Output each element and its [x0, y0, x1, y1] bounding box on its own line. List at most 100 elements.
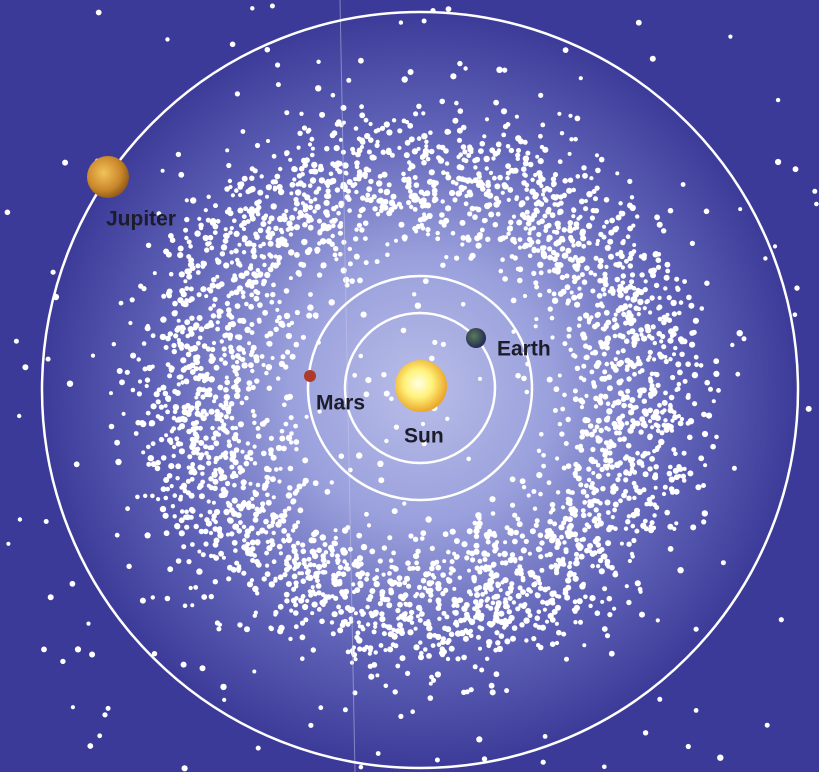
asteroid: [212, 399, 217, 404]
asteroid: [338, 200, 345, 207]
asteroid: [668, 404, 673, 409]
asteroid: [475, 242, 482, 249]
asteroid: [629, 272, 636, 278]
asteroid: [571, 243, 576, 248]
asteroid: [283, 242, 289, 248]
asteroid: [178, 530, 185, 537]
asteroid: [212, 296, 218, 302]
asteroid: [289, 431, 294, 436]
asteroid: [536, 179, 543, 186]
asteroid: [200, 264, 206, 269]
asteroid: [209, 444, 215, 451]
asteroid: [641, 398, 647, 404]
asteroid: [312, 591, 318, 597]
asteroid: [168, 440, 174, 446]
asteroid: [420, 203, 425, 209]
asteroid: [668, 357, 673, 362]
asteroid: [311, 531, 318, 538]
asteroid: [223, 227, 228, 232]
asteroid: [244, 532, 250, 539]
asteroid: [427, 598, 433, 603]
asteroid: [275, 307, 280, 312]
asteroid: [17, 413, 22, 419]
asteroid: [627, 202, 633, 209]
asteroid: [255, 433, 262, 440]
asteroid: [635, 214, 640, 219]
asteroid: [535, 209, 540, 214]
asteroid: [582, 172, 588, 179]
asteroid: [425, 232, 431, 237]
asteroid: [221, 555, 226, 560]
asteroid: [473, 533, 480, 540]
asteroid: [377, 601, 383, 607]
asteroid: [419, 592, 425, 599]
asteroid: [353, 253, 360, 260]
asteroid: [512, 255, 518, 261]
asteroid: [273, 179, 278, 184]
asteroid: [620, 307, 625, 312]
asteroid: [567, 227, 574, 234]
asteroid: [630, 511, 637, 519]
asteroid: [261, 241, 266, 247]
asteroid: [162, 512, 169, 519]
asteroid: [501, 132, 507, 138]
asteroid: [338, 609, 344, 615]
asteroid: [498, 588, 503, 593]
asteroid: [189, 436, 196, 443]
asteroid: [190, 197, 197, 204]
asteroid: [267, 266, 274, 273]
asteroid: [397, 128, 403, 134]
asteroid: [336, 570, 342, 577]
asteroid: [168, 233, 174, 239]
asteroid: [515, 593, 522, 599]
asteroid: [484, 166, 489, 171]
asteroid: [209, 355, 216, 363]
asteroid: [567, 570, 574, 577]
asteroid: [229, 456, 236, 463]
asteroid: [266, 139, 270, 143]
asteroid: [217, 532, 224, 539]
asteroid: [670, 418, 675, 423]
asteroid: [627, 178, 633, 184]
asteroid: [150, 333, 156, 339]
asteroid: [186, 273, 193, 280]
asteroid: [525, 196, 530, 201]
asteroid: [480, 592, 485, 597]
asteroid: [237, 207, 244, 214]
asteroid: [524, 638, 529, 643]
asteroid: [368, 673, 375, 680]
asteroid: [598, 427, 604, 434]
asteroid: [343, 276, 350, 284]
asteroid: [612, 507, 617, 513]
asteroid: [407, 629, 414, 636]
asteroid: [183, 365, 189, 371]
asteroid: [252, 613, 257, 618]
asteroid: [360, 626, 366, 632]
asteroid: [218, 550, 225, 557]
asteroid: [405, 670, 411, 677]
asteroid: [144, 532, 151, 539]
asteroid: [377, 174, 383, 179]
asteroid: [472, 177, 479, 184]
asteroid: [479, 626, 485, 632]
asteroid: [346, 77, 352, 83]
asteroid: [626, 310, 632, 316]
asteroid: [435, 564, 442, 571]
asteroid: [150, 441, 156, 447]
asteroid: [567, 177, 574, 183]
asteroid: [448, 645, 455, 652]
asteroid: [243, 460, 250, 467]
asteroid: [313, 570, 320, 578]
asteroid: [606, 463, 611, 468]
asteroid: [551, 291, 557, 297]
asteroid: [602, 281, 609, 288]
asteroid: [206, 460, 212, 466]
asteroid: [570, 532, 575, 538]
asteroid: [199, 452, 205, 458]
asteroid: [254, 142, 261, 149]
asteroid: [267, 467, 272, 473]
asteroid: [439, 212, 445, 218]
asteroid: [445, 174, 452, 181]
asteroid: [584, 431, 590, 437]
asteroid: [307, 183, 313, 188]
